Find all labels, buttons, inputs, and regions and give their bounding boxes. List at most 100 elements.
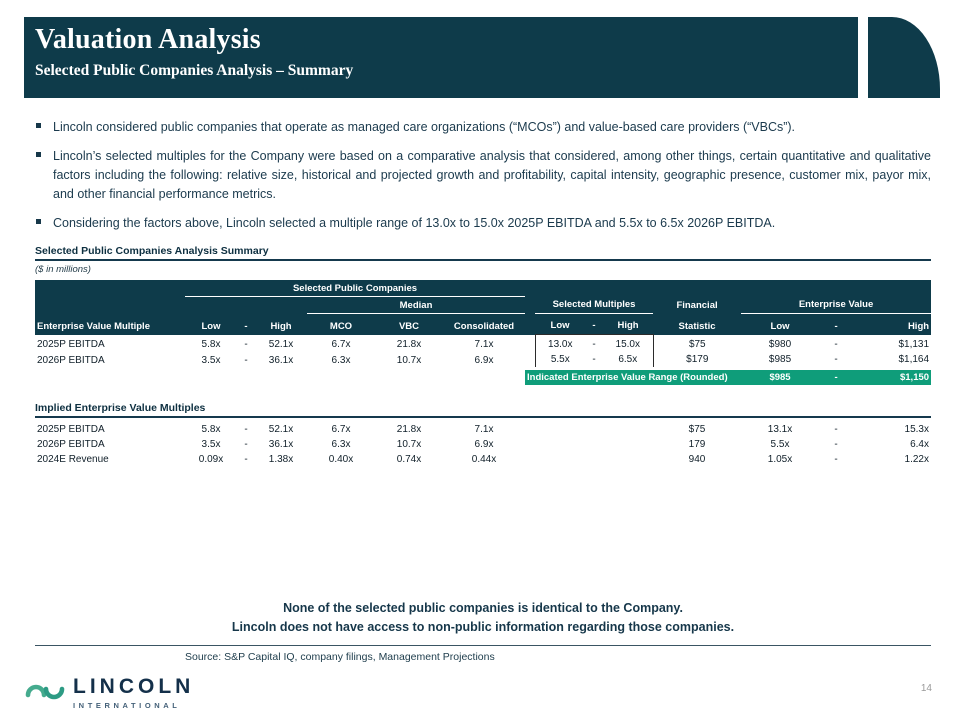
- table-header-row: Enterprise Value Multiple Low - High MCO…: [35, 313, 932, 335]
- logo-name: LINCOLN: [73, 675, 195, 698]
- cell: 6.9x: [474, 439, 494, 450]
- cell: [35, 369, 525, 386]
- table-row: 2026P EBITDA 3.5x - 36.1x 6.3x 10.7x 6.9…: [35, 437, 931, 452]
- cell: -: [244, 338, 248, 350]
- table1-title: Selected Public Companies Analysis Summa…: [35, 245, 931, 261]
- cell: 6.7x: [331, 424, 351, 435]
- cell: 52.1x: [268, 338, 294, 350]
- group-header: Enterprise Value: [741, 296, 932, 314]
- cell: [525, 296, 536, 314]
- cell: [585, 452, 603, 467]
- cell: 10.7x: [396, 354, 422, 366]
- cell: -: [244, 439, 248, 450]
- bullet-text: Lincoln considered public companies that…: [53, 120, 796, 134]
- cell: -: [834, 424, 838, 435]
- group-header: Selected Multiples: [535, 296, 654, 314]
- bullet-item: Lincoln considered public companies that…: [35, 118, 931, 137]
- cell: -: [244, 454, 248, 465]
- row-label: 2026P EBITDA: [37, 439, 105, 450]
- cell: 179: [688, 439, 706, 450]
- bullet-square-icon: [36, 152, 41, 157]
- cell: 36.1x: [268, 439, 294, 450]
- implied-multiples-section: Implied Enterprise Value Multiples 2025P…: [35, 402, 931, 467]
- logo-subname: INTERNATIONAL: [73, 701, 181, 710]
- cell: -: [834, 338, 838, 350]
- cell: [585, 422, 603, 437]
- selected-multiple-cell: 5.5x: [534, 352, 586, 369]
- cell: 3.5x: [201, 354, 221, 366]
- cell: 15.3x: [904, 424, 929, 435]
- implied-multiples-table: 2025P EBITDA 5.8x - 52.1x 6.7x 21.8x 7.1…: [35, 422, 931, 467]
- lincoln-swoosh-icon: [24, 679, 66, 710]
- indicated-range-label: Indicated Enterprise Value Range (Rounde…: [525, 367, 742, 385]
- logo-wordmark: LINCOLN INTERNATIONAL: [73, 676, 194, 710]
- indicated-range-low: $985: [741, 367, 820, 385]
- bullet-item: Considering the factors above, Lincoln s…: [35, 214, 931, 233]
- cell: [35, 296, 185, 314]
- column-header: Enterprise Value Multiple: [35, 313, 185, 335]
- cell: 21.8x: [396, 424, 422, 435]
- footnote: None of the selected public companies is…: [35, 599, 931, 638]
- selected-multiple-cell: -: [585, 334, 604, 352]
- cell: $1,131: [898, 338, 930, 350]
- column-header: Low: [185, 313, 237, 335]
- cell: 1.05x: [767, 454, 793, 465]
- group-header: Financial: [653, 296, 742, 314]
- bullet-list: Lincoln considered public companies that…: [35, 118, 931, 243]
- group-header: Selected Public Companies: [185, 280, 526, 297]
- table-row: 2025P EBITDA 5.8x - 52.1x 6.7x 21.8x 7.1…: [35, 422, 931, 437]
- cell: 1.22x: [904, 454, 929, 465]
- cell: [585, 437, 603, 452]
- table-row: 2026P EBITDA 3.5x - 36.1x 6.3x 10.7x 6.9…: [35, 352, 931, 369]
- column-header: VBC: [375, 313, 443, 335]
- bullet-text: Lincoln’s selected multiples for the Com…: [53, 149, 931, 201]
- column-header: -: [585, 313, 604, 335]
- cell: -: [834, 454, 838, 465]
- lincoln-logo: LINCOLN INTERNATIONAL: [24, 676, 194, 710]
- cell: 5.8x: [201, 424, 221, 435]
- row-label: 2024E Revenue: [37, 454, 109, 465]
- header-band: Valuation Analysis Selected Public Compa…: [24, 17, 858, 98]
- cell: [653, 280, 742, 297]
- cell: 0.40x: [328, 454, 354, 465]
- column-header: Low: [741, 313, 820, 335]
- column-header: -: [237, 313, 255, 335]
- cell: [525, 437, 535, 452]
- cell: [525, 280, 536, 297]
- indicated-range-row: Indicated Enterprise Value Range (Rounde…: [35, 367, 932, 386]
- cell: 36.1x: [268, 354, 294, 366]
- cell: $1,164: [898, 354, 930, 365]
- cell: [185, 296, 307, 314]
- cell: [535, 280, 654, 297]
- page-subtitle: Selected Public Companies Analysis – Sum…: [35, 62, 354, 79]
- cell: 5.8x: [201, 338, 221, 350]
- table2-title: Implied Enterprise Value Multiples: [35, 402, 931, 418]
- indicated-range-high: $1,150: [853, 367, 932, 385]
- column-header: Low: [535, 313, 586, 335]
- cell: 21.8x: [396, 338, 422, 350]
- page-number: 14: [920, 683, 932, 694]
- column-header: High: [853, 313, 932, 335]
- cell: $985: [768, 354, 792, 365]
- bullet-text: Considering the factors above, Lincoln s…: [53, 216, 776, 230]
- cell: 6.3x: [331, 439, 351, 450]
- column-header: High: [255, 313, 307, 335]
- selected-multiple-cell: 6.5x: [603, 352, 654, 369]
- cell: [535, 422, 585, 437]
- cell: [525, 352, 535, 369]
- cell: 0.44x: [471, 454, 497, 465]
- source-note: Source: S&P Capital IQ, company filings,…: [185, 651, 495, 663]
- table-header-row: Median Selected Multiples Financial Ente…: [35, 296, 932, 314]
- cell: 5.5x: [770, 439, 790, 450]
- cell: 6.9x: [474, 354, 494, 366]
- cell: [35, 280, 185, 297]
- cell: $75: [688, 338, 706, 350]
- analysis-tables: Selected Public Companies Analysis Summa…: [35, 245, 932, 467]
- page-title: Valuation Analysis: [35, 24, 261, 55]
- cell: 10.7x: [396, 439, 422, 450]
- cell: -: [244, 354, 248, 366]
- bullet-square-icon: [36, 219, 41, 224]
- cell: [741, 280, 932, 297]
- selected-multiple-cell: -: [585, 352, 604, 369]
